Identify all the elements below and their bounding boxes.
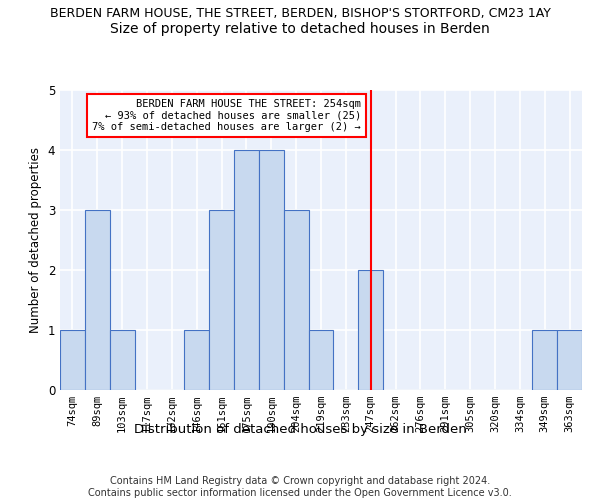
Bar <box>284 210 308 390</box>
Bar <box>557 330 582 390</box>
Bar <box>532 330 557 390</box>
Text: Contains HM Land Registry data © Crown copyright and database right 2024.
Contai: Contains HM Land Registry data © Crown c… <box>88 476 512 498</box>
Text: BERDEN FARM HOUSE, THE STREET, BERDEN, BISHOP'S STORTFORD, CM23 1AY: BERDEN FARM HOUSE, THE STREET, BERDEN, B… <box>50 8 550 20</box>
Bar <box>358 270 383 390</box>
Bar <box>259 150 284 390</box>
Text: Size of property relative to detached houses in Berden: Size of property relative to detached ho… <box>110 22 490 36</box>
Bar <box>234 150 259 390</box>
Text: Distribution of detached houses by size in Berden: Distribution of detached houses by size … <box>134 422 466 436</box>
Bar <box>209 210 234 390</box>
Bar <box>85 210 110 390</box>
Bar <box>308 330 334 390</box>
Bar <box>184 330 209 390</box>
Bar <box>110 330 134 390</box>
Bar <box>60 330 85 390</box>
Y-axis label: Number of detached properties: Number of detached properties <box>29 147 42 333</box>
Text: BERDEN FARM HOUSE THE STREET: 254sqm
← 93% of detached houses are smaller (25)
7: BERDEN FARM HOUSE THE STREET: 254sqm ← 9… <box>92 99 361 132</box>
